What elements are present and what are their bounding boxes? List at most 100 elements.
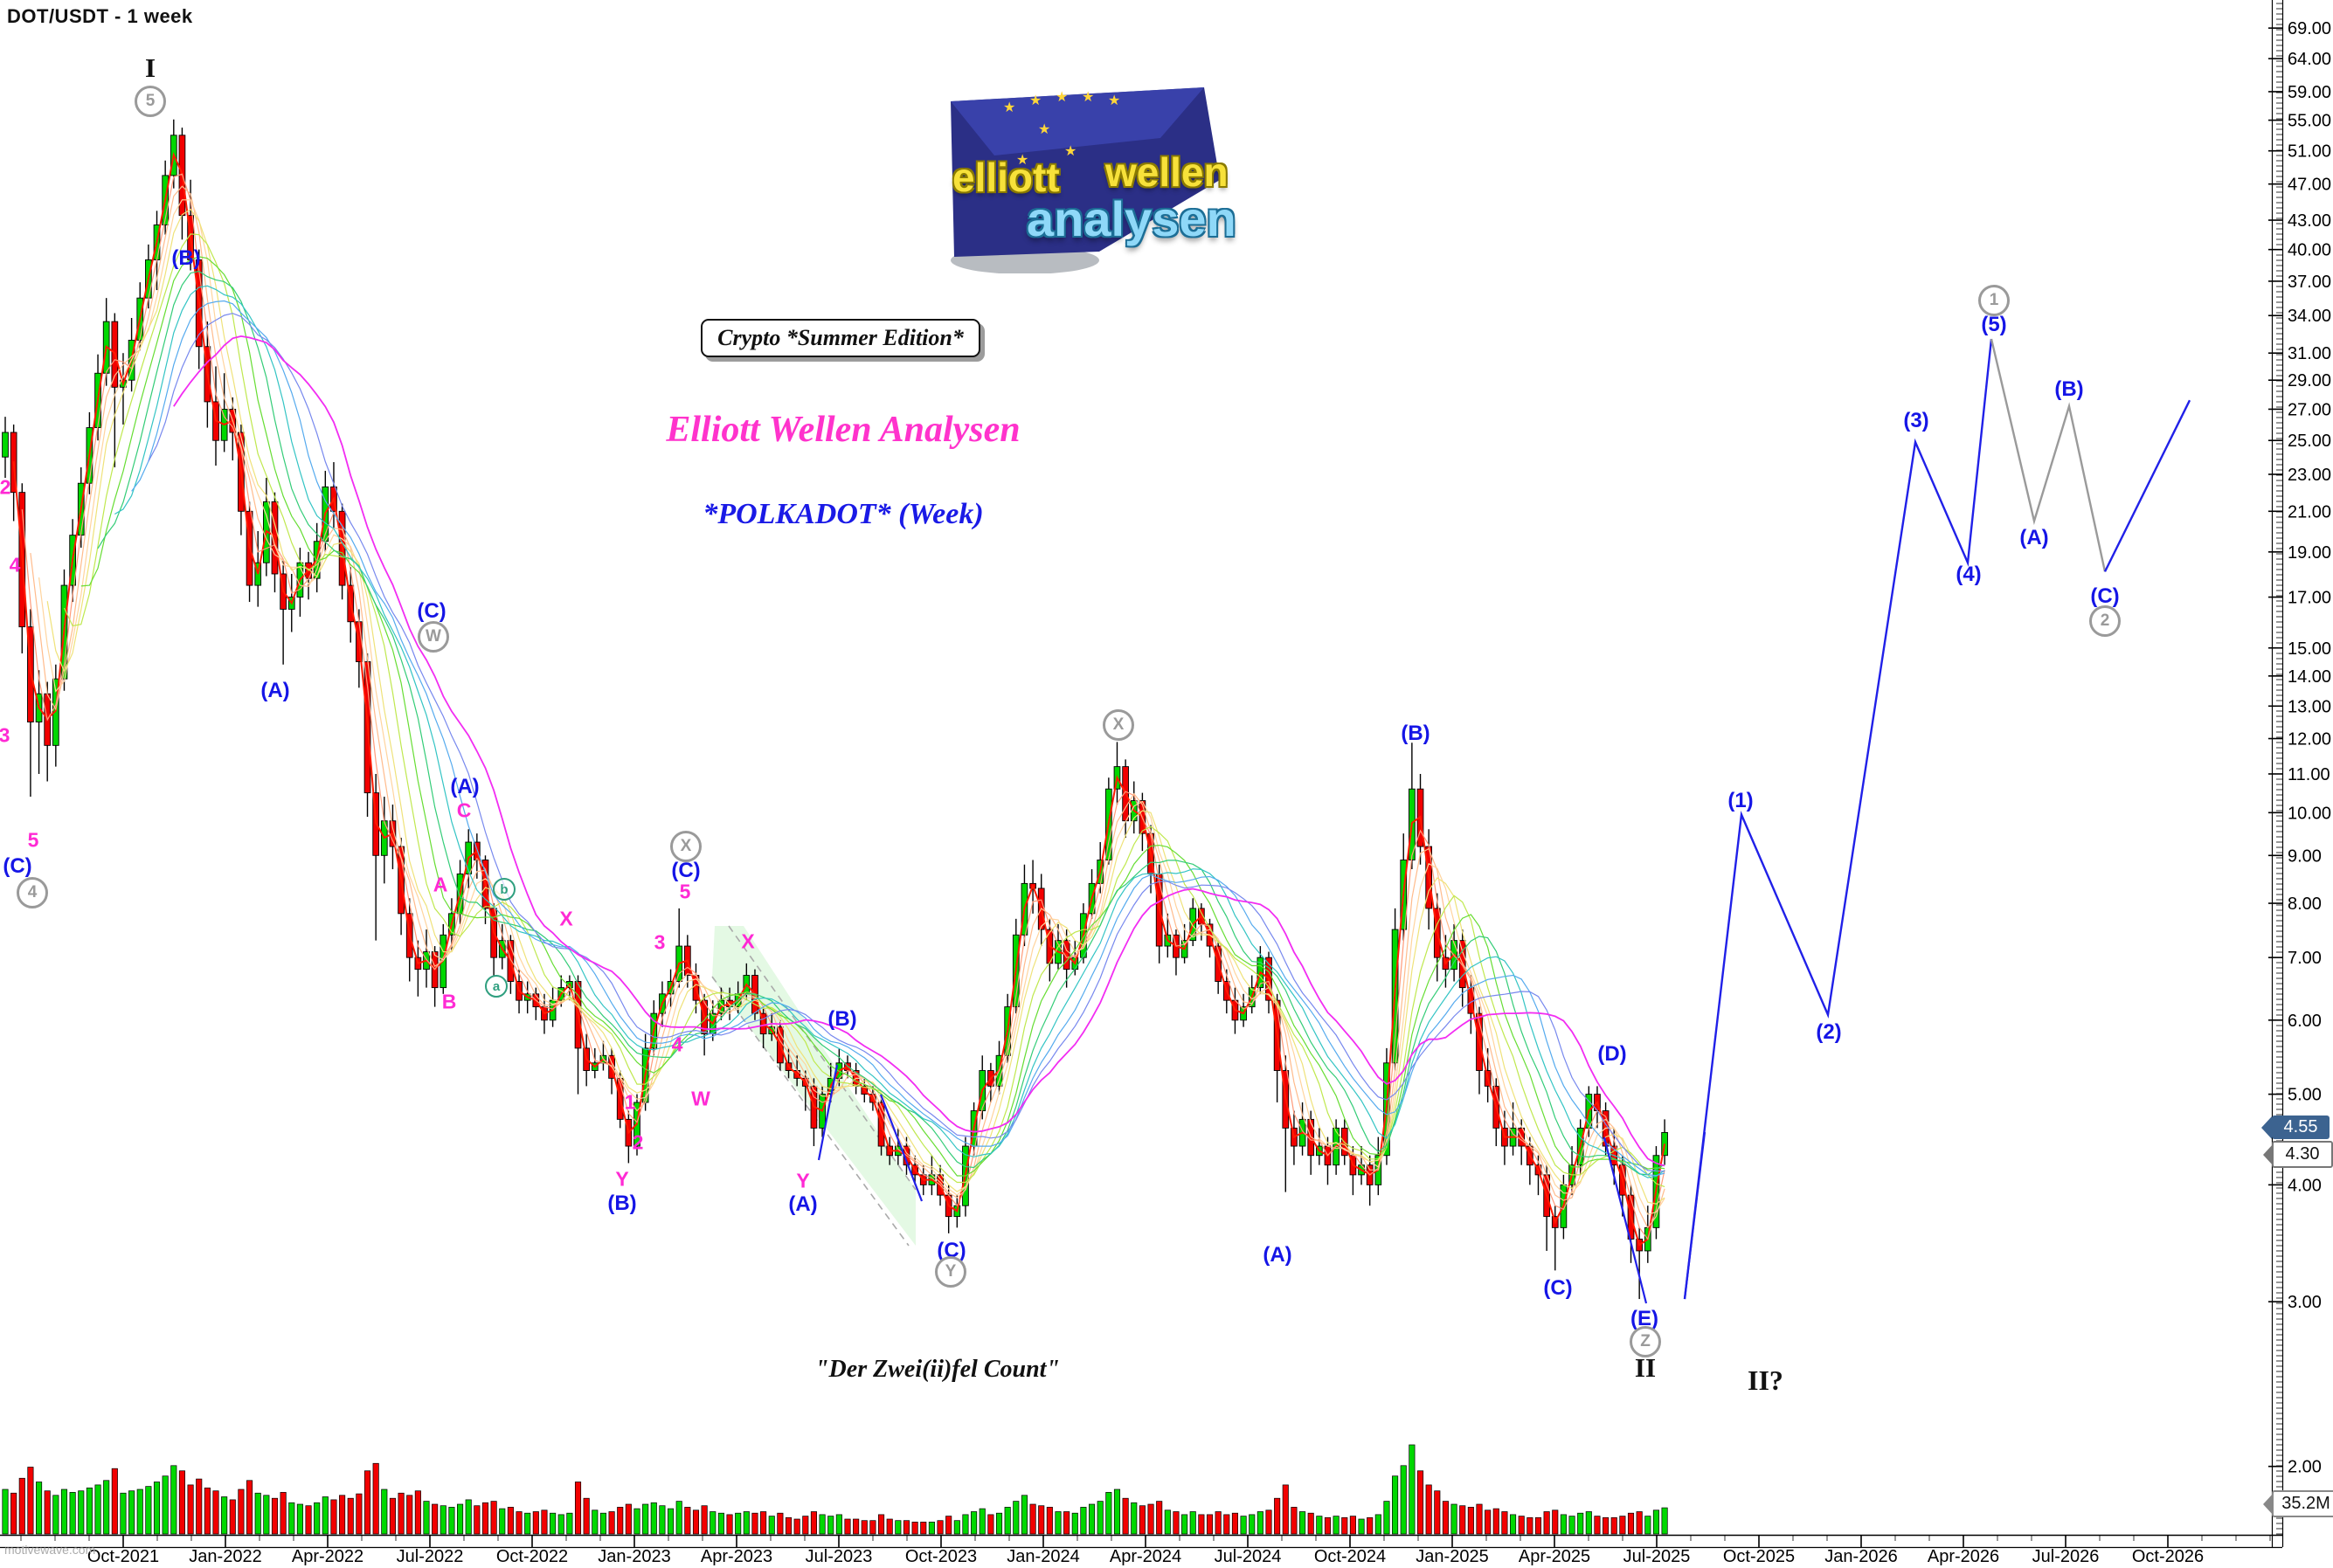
circled-wave-label: W	[418, 621, 449, 653]
volume-bar	[1071, 1512, 1078, 1535]
volume-bar	[128, 1490, 135, 1535]
circled-wave-label: X	[670, 831, 702, 862]
volume-bar	[330, 1499, 337, 1535]
volume-bar	[481, 1502, 489, 1535]
volume-bar	[726, 1514, 733, 1535]
volume-bar	[36, 1482, 43, 1535]
volume-bar	[86, 1487, 93, 1535]
volume-bar	[1467, 1507, 1474, 1535]
circled-wave-label: b	[493, 878, 516, 901]
volume-bar	[398, 1492, 405, 1535]
volume-bar	[254, 1492, 261, 1535]
volume-bar	[668, 1508, 675, 1535]
wave-label: (A)	[260, 679, 290, 702]
volume-bar	[153, 1482, 161, 1535]
svg-text:★: ★	[1038, 122, 1050, 137]
wave-label: II	[1634, 1352, 1657, 1383]
price-axis-label: 29.00	[2288, 371, 2331, 390]
volume-bar	[1644, 1516, 1651, 1535]
circled-wave-label: a	[485, 975, 508, 998]
volume-bar	[1409, 1444, 1416, 1535]
price-axis-label: 21.00	[2288, 502, 2331, 522]
volume-bar	[1383, 1501, 1390, 1535]
trendline[interactable]	[879, 1094, 924, 1202]
svg-text:★: ★	[1029, 93, 1042, 108]
volume-bar	[414, 1490, 421, 1535]
wave-label: (A)	[788, 1192, 818, 1216]
price-axis-label: 47.00	[2288, 176, 2331, 195]
volume-bar	[827, 1516, 834, 1535]
svg-text:★: ★	[1056, 90, 1068, 105]
volume-bar	[1265, 1509, 1272, 1535]
volume-bar	[356, 1493, 363, 1535]
price-axis-label: 51.00	[2288, 142, 2331, 162]
volume-bar	[599, 1512, 606, 1535]
circled-wave-label: 5	[135, 86, 166, 117]
ma-ribbon-line	[131, 300, 1665, 1177]
ma-ribbon-line	[30, 185, 1665, 1229]
circled-wave-label: X	[1103, 709, 1134, 741]
volume-bar	[1256, 1511, 1263, 1535]
volume-bar	[1610, 1516, 1617, 1535]
volume-bar	[853, 1518, 860, 1535]
wave-label: (B)	[171, 246, 201, 270]
volume-bar	[710, 1511, 717, 1535]
volume-bar	[1249, 1514, 1256, 1535]
volume-bar	[844, 1518, 851, 1535]
volume-bar	[928, 1522, 935, 1535]
trendline[interactable]	[1603, 1136, 1648, 1304]
volume-bar	[1282, 1484, 1289, 1535]
wave-label: (1)	[1727, 789, 1754, 812]
ma-ribbon-line	[173, 335, 1665, 1167]
volume-bar	[432, 1503, 439, 1535]
volume-bar	[1029, 1503, 1036, 1535]
volume-bar	[1206, 1514, 1214, 1535]
ma-ribbon-line	[21, 173, 1665, 1240]
time-axis-label: Oct-2023	[905, 1547, 977, 1566]
volume-bar	[869, 1520, 876, 1535]
projection-path[interactable]	[1683, 338, 1993, 1300]
time-axis-label: Oct-2024	[1314, 1547, 1386, 1566]
volume-bar	[1492, 1508, 1499, 1535]
channel-dashed-edge	[711, 976, 910, 1247]
volume-bar	[1552, 1509, 1559, 1535]
volume-bar	[296, 1503, 303, 1535]
volume-bar	[2, 1489, 9, 1535]
volume-bar	[448, 1507, 455, 1535]
edition-box: Crypto *Summer Edition*	[701, 319, 980, 357]
volume-bar	[1004, 1507, 1011, 1535]
price-axis-label: 10.00	[2288, 804, 2331, 823]
projection-path[interactable]	[2103, 399, 2191, 572]
volume-bar	[810, 1511, 817, 1535]
volume-bar	[1097, 1501, 1104, 1535]
volume-bar	[592, 1509, 599, 1535]
eu-flag-icon: ★ ★ ★ ★ ★ ★ ★ ★	[951, 87, 1220, 273]
price-axis-label: 31.00	[2288, 344, 2331, 363]
volume-bar	[322, 1496, 329, 1535]
volume-bar	[1416, 1470, 1424, 1535]
price-axis-label: 6.00	[2288, 1012, 2322, 1031]
volume-bar	[1231, 1512, 1238, 1535]
volume-bar	[557, 1514, 564, 1535]
projection-path[interactable]	[1990, 338, 2107, 572]
wave-label: W	[691, 1087, 710, 1110]
volume-bar	[937, 1520, 944, 1535]
price-axis-label: 3.00	[2288, 1293, 2322, 1312]
wave-label: 1	[624, 1090, 636, 1114]
svg-text:★: ★	[1064, 144, 1077, 159]
volume-bar	[1105, 1492, 1112, 1535]
volume-badge: 35.2M	[2263, 1490, 2333, 1517]
trendline[interactable]	[817, 1064, 839, 1161]
brand-logo: ★ ★ ★ ★ ★ ★ ★ ★ elliott wellen analysen	[926, 77, 1258, 278]
wave-label: (C)	[3, 854, 32, 878]
volume-bar	[187, 1484, 194, 1535]
time-axis-label: Apr-2023	[701, 1547, 772, 1566]
volume-bar	[221, 1496, 228, 1535]
price-axis-label: 55.00	[2288, 112, 2331, 131]
wave-label: (2)	[1816, 1020, 1842, 1044]
wave-label: (B)	[1401, 722, 1430, 745]
last-price-value: 4.55	[2283, 1117, 2318, 1136]
